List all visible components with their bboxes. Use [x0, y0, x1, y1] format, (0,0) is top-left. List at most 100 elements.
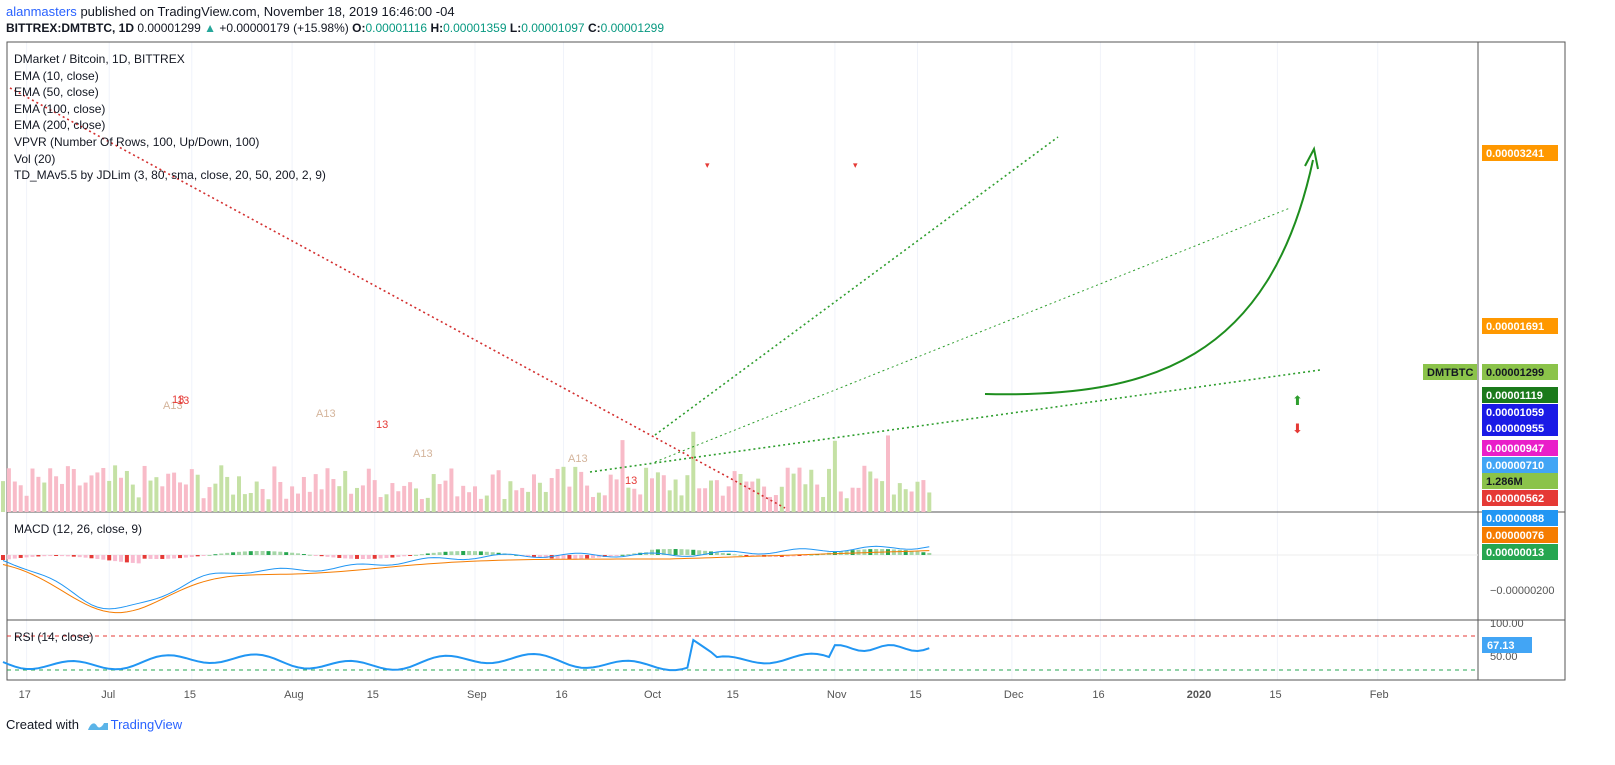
volume-bar [1, 481, 5, 512]
volume-bar [449, 468, 454, 512]
projection-arrow [984, 159, 1314, 396]
volume-bar [608, 474, 613, 512]
low-label: L: [509, 21, 522, 35]
macd-histogram-bar [402, 555, 407, 557]
macd-histogram-bar [296, 553, 300, 555]
price-tag [1423, 364, 1477, 380]
price-tag-label: DMTBTC [1427, 367, 1473, 379]
volume-bar [561, 466, 566, 512]
volume-bar [402, 485, 407, 512]
volume-bar [113, 465, 118, 512]
macd-histogram-bar [225, 552, 230, 555]
macd-histogram-bar [331, 555, 336, 558]
macd-histogram-bar [891, 549, 896, 555]
volume-bar [573, 466, 578, 512]
legend-title[interactable]: DMarket / Bitcoin, 1D, BITTREX [14, 52, 185, 66]
td-label: A13 [163, 400, 183, 412]
volume-bar [632, 488, 637, 512]
volume-bar [567, 486, 572, 512]
close-value: 0.00001299 [600, 21, 665, 35]
price-tag-label: 0.00003241 [1486, 148, 1544, 160]
volume-bar [154, 477, 159, 512]
top-marker-icon: ▾ [705, 160, 710, 170]
legend-ema50[interactable]: EMA (50, close) [14, 85, 99, 100]
macd-histogram-bar [862, 549, 867, 555]
volume-bar [148, 480, 153, 512]
volume-bar [396, 491, 401, 512]
legend-vpvr[interactable]: VPVR (Number Of Rows, 100, Up/Down, 100) [14, 134, 260, 149]
uptrend-steep [654, 136, 1059, 436]
volume-bar [626, 487, 631, 512]
macd-histogram-bar [349, 555, 354, 559]
volume-bar [579, 471, 584, 512]
author-link[interactable]: alanmasters [6, 4, 77, 19]
legend-volume[interactable]: Vol (20) [14, 151, 56, 166]
volume-bar [461, 485, 466, 512]
macd-histogram-bar [124, 555, 129, 563]
price-change: +0.00000179 (+15.98%) [219, 21, 349, 35]
macd-histogram-bar [473, 551, 477, 555]
macd-histogram-bar [101, 555, 106, 560]
price-tag [1482, 457, 1558, 473]
legend-ema10[interactable]: EMA (10, close) [14, 68, 99, 83]
macd-histogram-bar [909, 550, 914, 555]
volume-bar [650, 478, 654, 512]
volume-bar [124, 470, 129, 512]
volume-bar [927, 492, 932, 512]
legend-tdma[interactable]: TD_MAv5.5 by JDLim (3, 80, sma, close, 2… [14, 168, 326, 183]
legend-ema100[interactable]: EMA (100, close) [14, 101, 106, 116]
time-axis-tick: Nov [827, 689, 847, 701]
time-axis-tick: 15 [727, 689, 739, 701]
volume-bar [537, 482, 542, 512]
td-label: A13 [413, 448, 433, 460]
macd-histogram-bar [537, 555, 542, 558]
macd-histogram-bar [467, 551, 472, 555]
volume-bar [231, 494, 236, 512]
price-tag-label: 0.00001299 [1486, 367, 1544, 379]
macd-histogram-bar [242, 551, 247, 555]
volume-bar [48, 468, 53, 512]
volume-bar [555, 468, 560, 512]
macd-histogram-bar [650, 549, 654, 555]
volume-bar [119, 477, 123, 512]
volume-bar [915, 481, 920, 512]
macd-histogram-bar [260, 551, 265, 555]
price-tag [1482, 420, 1558, 436]
macd-histogram-bar [431, 552, 436, 555]
macd-histogram-bar [355, 555, 359, 559]
macd-histogram-bar [360, 555, 365, 559]
price-tag [1482, 473, 1558, 489]
macd-histogram-bar [60, 555, 64, 557]
macd-histogram-bar [71, 555, 76, 557]
macd-histogram-bar [591, 555, 595, 559]
macd-histogram-bar [307, 554, 312, 556]
footer: Created with TradingView [6, 717, 182, 732]
volume-bar [95, 472, 100, 512]
time-axis-tick: 2020 [1187, 689, 1211, 701]
price-tag-label: 0.00001059 [1486, 407, 1544, 419]
volume-bar [360, 485, 365, 512]
signal-line [2, 550, 930, 614]
volume-bar [897, 483, 902, 512]
volume-bar [237, 476, 241, 512]
last-price: 0.00001299 [137, 21, 201, 35]
price-tag [1482, 145, 1558, 161]
macd-histogram-bar [77, 555, 82, 558]
legend-ema200[interactable]: EMA (200, close) [14, 118, 106, 133]
macd-histogram-bar [614, 555, 619, 556]
rsi-pane-label[interactable]: RSI (14, close) [14, 630, 94, 644]
volume-bar [520, 487, 525, 512]
volume-bar [596, 492, 601, 512]
volume-bar [207, 487, 212, 512]
macd-histogram-bar [237, 551, 241, 555]
time-axis-tick: 15 [184, 689, 196, 701]
macd-pane-label[interactable]: MACD (12, 26, close, 9) [14, 522, 143, 536]
volume-bar [83, 482, 88, 512]
open-label: O: [352, 21, 366, 35]
price-tag-label: 1.286M [1486, 476, 1523, 488]
tradingview-brand[interactable]: TradingView [110, 717, 183, 732]
volume-bar [65, 466, 70, 512]
macd-histogram-bar [461, 551, 466, 555]
macd-histogram-bar [561, 555, 566, 559]
